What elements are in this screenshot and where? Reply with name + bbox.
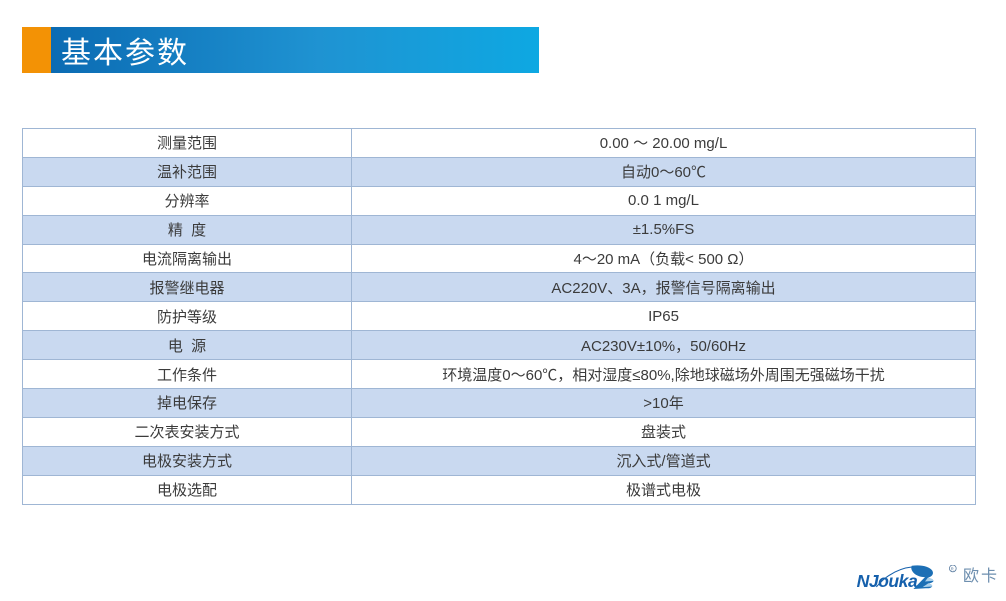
svg-text:NJouka: NJouka (857, 571, 918, 591)
svg-text:R: R (951, 566, 954, 571)
